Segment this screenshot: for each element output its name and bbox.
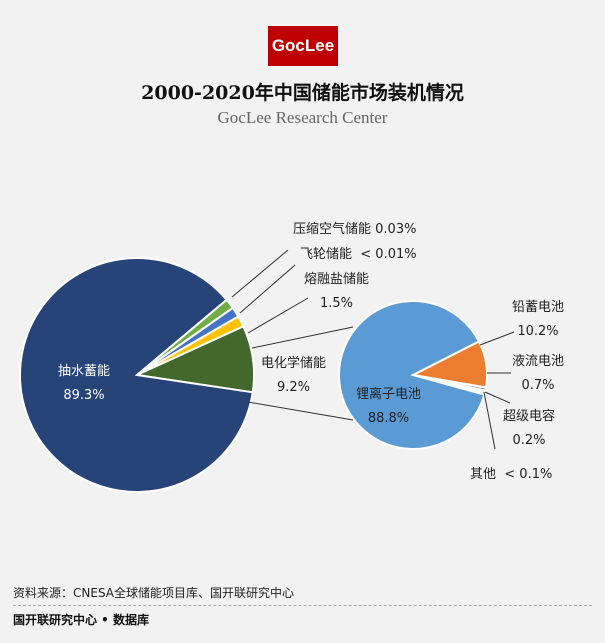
- leader-line: [247, 297, 309, 334]
- chart-title: 2000-2020年中国储能市场装机情况: [141, 82, 464, 104]
- chart-subtitle: GocLee Research Center: [217, 108, 388, 127]
- pie-slice-锂离子电池: [338, 300, 486, 450]
- label-compressed-air: 压缩空气储能 0.03%: [293, 222, 417, 237]
- leader-line: [247, 401, 354, 421]
- label-lead-acid: 铅蓄电池 10.2%: [512, 300, 565, 339]
- source-note: 资料来源：CNESA全球储能项目库、国开联研究中心: [13, 586, 294, 600]
- label-molten-salt: 熔融盐储能 1.5%: [304, 272, 370, 311]
- label-flywheel: 飞轮储能 < 0.01%: [300, 247, 417, 262]
- pie-slice-抽水蓄能: [19, 257, 254, 493]
- storage-type-pie: [19, 257, 255, 493]
- label-pumped-hydro: 抽水蓄能 89.3%: [58, 364, 111, 403]
- leader-line: [479, 331, 515, 346]
- leader-line: [251, 326, 354, 349]
- leader-line: [239, 264, 296, 314]
- label-flow-battery: 液流电池 0.7%: [512, 354, 565, 393]
- leader-line: [231, 249, 289, 298]
- leader-line: [483, 391, 496, 450]
- footer-text: 国开联研究中心 • 数据库: [13, 613, 150, 627]
- label-electrochemical: 电化学储能 9.2%: [261, 356, 327, 395]
- label-lithium-ion: 锂离子电池 88.8%: [356, 387, 422, 426]
- electrochemical-breakdown-pie: [338, 300, 488, 450]
- leader-lines: [231, 249, 515, 450]
- leader-line: [484, 391, 511, 404]
- goclee-logo: GocLee: [268, 26, 338, 66]
- divider: [13, 605, 592, 606]
- label-other: 其他 < 0.1%: [470, 467, 553, 482]
- label-supercapacitor: 超级电容 0.2%: [503, 409, 556, 448]
